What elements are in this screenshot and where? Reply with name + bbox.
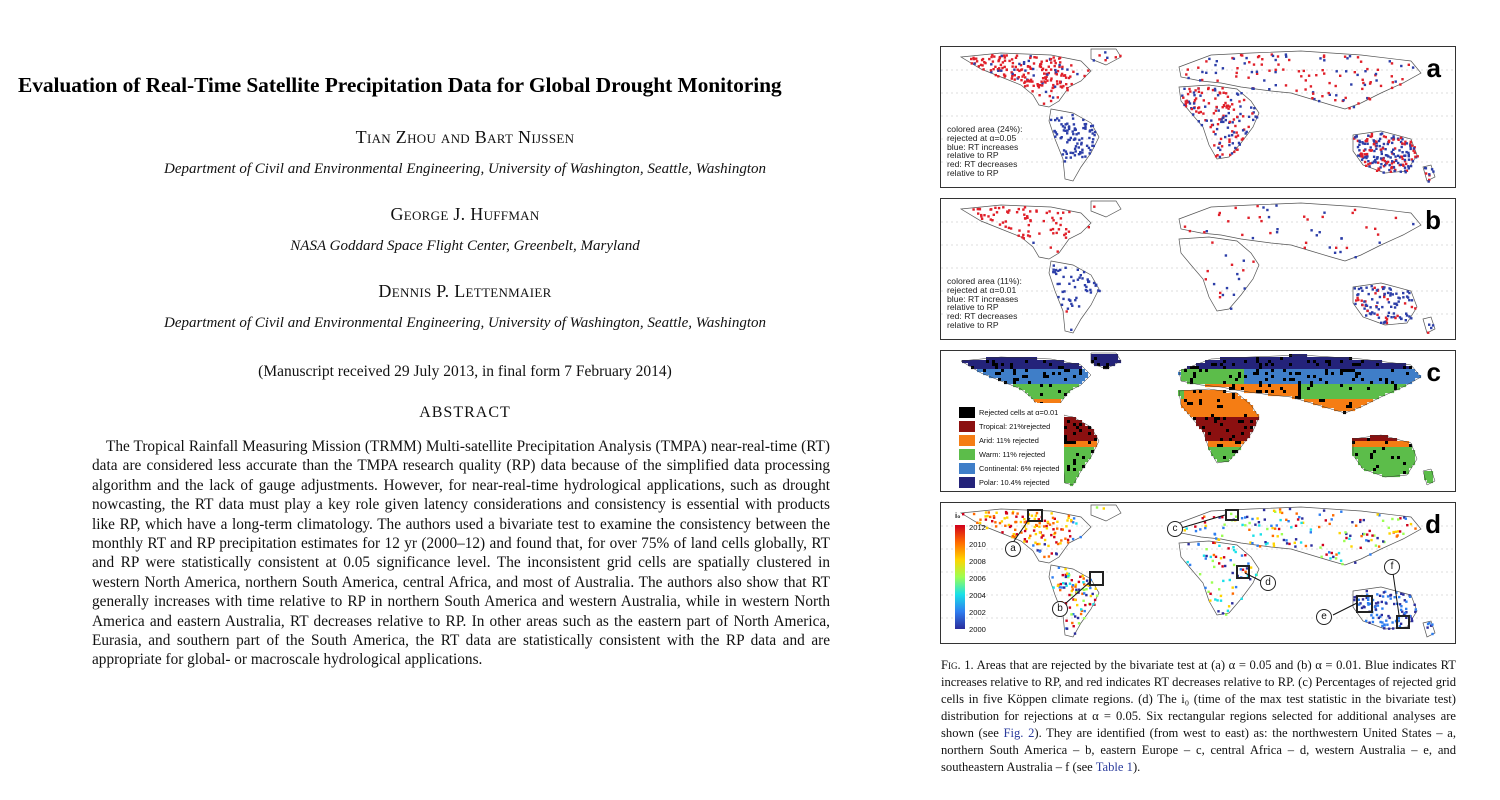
panel-a-note: colored area (24%): rejected at α=0.05 blu… (947, 124, 1023, 178)
colorbar-gradient (955, 525, 965, 629)
world-map-a (941, 48, 1455, 183)
colorbar-title: i₀ (955, 511, 961, 520)
koppen-legend: Rejected cells at α=0.01 Tropical: 21%re… (955, 403, 1064, 491)
author-line-3: Dennis P. Lettenmaier (378, 281, 552, 301)
panel-a: a colored area (24%): rejected at α=0.05 b… (940, 46, 1456, 188)
legend-item: Rejected cells at α=0.01 (959, 405, 1060, 419)
figure-1: a colored area (24%): rejected at α=0.05 b… (940, 46, 1456, 654)
region-leader-lines (1013, 514, 1400, 616)
fig2-link[interactable]: Fig. 2 (1003, 726, 1035, 740)
author-line-2: George J. Huffman (390, 204, 540, 224)
legend-item: Polar: 10.4% rejected (959, 475, 1060, 489)
colorbar-tick: 2002 (969, 608, 986, 617)
world-map-d (941, 504, 1455, 638)
abstract-heading: ABSTRACT (419, 404, 511, 421)
legend-item: Warm: 11% rejected (959, 447, 1060, 461)
panel-d: d i₀ 2012 2010 2008 2006 2004 2002 2000 … (940, 502, 1456, 644)
legend-item: Continental: 6% rejected (959, 461, 1060, 475)
region-box-f (1396, 615, 1410, 629)
panel-b: b colored area (11%): rejected at α=0.01 b… (940, 198, 1456, 340)
region-label-f: f (1384, 559, 1400, 575)
abstract-text: The Tropical Rainfall Measuring Mission … (92, 438, 830, 669)
region-box-a (1027, 509, 1043, 522)
panel-letter-d: d (1425, 509, 1441, 539)
colorbar-tick: 2004 (969, 591, 986, 600)
affiliation-1: Department of Civil and Environmental En… (163, 161, 767, 177)
panel-letter-c: c (1426, 357, 1441, 387)
region-box-e (1356, 595, 1373, 613)
figure-caption: Fig. 1. Areas that are rejected by the b… (941, 658, 1456, 774)
affiliation-3: Department of Civil and Environmental En… (163, 315, 767, 331)
colorbar-tick: 2012 (969, 523, 986, 532)
panel-b-note: colored area (11%): rejected at α=0.01 blu… (947, 276, 1022, 330)
panel-letter-b: b (1425, 205, 1441, 235)
panel-letter-a: a (1426, 53, 1441, 83)
region-label-d: d (1260, 575, 1276, 591)
colorbar: i₀ 2012 2010 2008 2006 2004 2002 2000 (949, 507, 993, 635)
colorbar-tick: 2000 (969, 625, 986, 634)
colorbar-tick: 2008 (969, 557, 986, 566)
paper-front-matter: Evaluation of Real-Time Satellite Precip… (18, 73, 830, 669)
region-box-c (1225, 509, 1239, 521)
region-box-d (1236, 565, 1250, 579)
manuscript-received: (Manuscript received 29 July 2013, in fi… (258, 363, 672, 380)
table1-link[interactable]: Table 1 (1095, 760, 1133, 774)
region-label-c: c (1167, 521, 1183, 537)
panel-c: c Rejected cells at α=0.01 Tropical: 21%… (940, 350, 1456, 492)
region-box-b (1089, 571, 1104, 586)
region-label-a: a (1005, 541, 1021, 557)
colorbar-tick: 2006 (969, 574, 986, 583)
legend-item: Arid: 11% rejected (959, 433, 1060, 447)
region-label-e: e (1316, 609, 1332, 625)
affiliation-2: NASA Goddard Space Flight Center, Greenb… (290, 238, 640, 254)
paper-title: Evaluation of Real-Time Satellite Precip… (18, 73, 782, 97)
world-map-b (941, 200, 1455, 334)
author-line-1: Tian Zhou and Bart Nijssen (355, 127, 575, 147)
region-label-b: b (1052, 601, 1068, 617)
colorbar-tick: 2010 (969, 540, 986, 549)
legend-item: Tropical: 21%rejected (959, 419, 1060, 433)
